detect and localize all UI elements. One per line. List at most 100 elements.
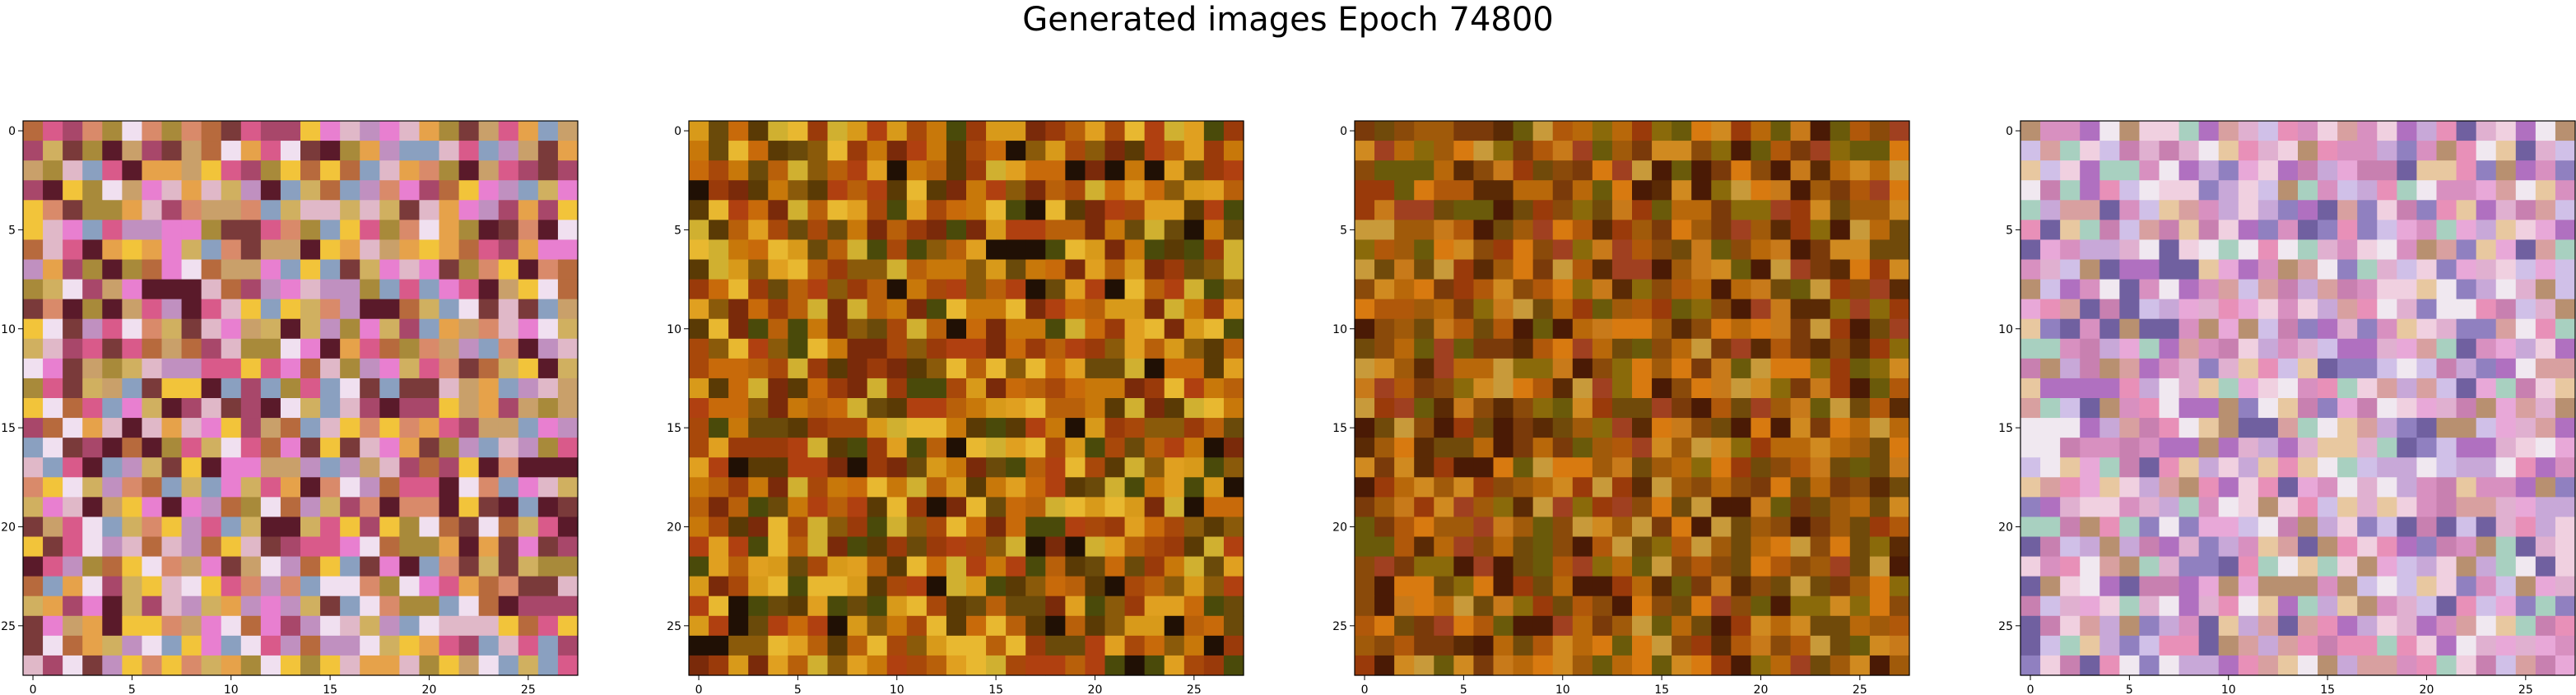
pixel-cell — [1731, 576, 1752, 597]
pixel-cell — [2337, 615, 2358, 637]
pixel-cell — [2337, 318, 2358, 340]
pixel-cell — [360, 239, 380, 261]
y-tick-label: 0 — [674, 125, 681, 138]
pixel-cell — [1006, 239, 1026, 261]
pixel-cell — [728, 635, 749, 656]
pixel-cell — [2495, 141, 2517, 161]
pixel-cell — [689, 180, 709, 201]
pixel-cell — [1025, 615, 1046, 637]
pixel-cell — [788, 141, 809, 161]
pixel-cell — [340, 180, 360, 201]
pixel-cell — [1672, 220, 1692, 241]
pixel-cell — [906, 536, 928, 558]
pixel-cell — [728, 418, 749, 438]
pixel-cell — [2476, 200, 2497, 220]
pixel-cell — [1104, 318, 1126, 340]
pixel-cell — [1453, 615, 1475, 637]
pixel-cell — [458, 398, 480, 419]
pixel-cell — [221, 338, 242, 359]
pixel-cell — [2456, 239, 2477, 261]
pixel-cell — [82, 398, 103, 419]
pixel-cell — [280, 556, 301, 577]
pixel-cell — [82, 180, 103, 201]
pixel-cell — [748, 438, 769, 458]
pixel-cell — [2298, 318, 2318, 340]
x-tick-label: 15 — [988, 683, 1003, 695]
pixel-cell — [2515, 180, 2536, 201]
pixel-cell — [1532, 615, 1554, 637]
pixel-cell — [1849, 338, 1871, 359]
pixel-cell — [280, 279, 301, 300]
pixel-cell — [1164, 615, 1185, 637]
pixel-cell — [2238, 438, 2259, 458]
pixel-cell — [1473, 299, 1495, 320]
pixel-cell — [518, 536, 539, 558]
pixel-cell — [82, 121, 103, 141]
pixel-cell — [906, 180, 928, 201]
pixel-cell — [1632, 378, 1653, 399]
pixel-cell — [518, 418, 539, 438]
pixel-cell — [2555, 121, 2576, 141]
pixel-cell — [43, 358, 63, 379]
pixel-cell — [986, 259, 1007, 280]
pixel-cell — [142, 160, 163, 181]
pixel-cell — [2099, 477, 2120, 498]
pixel-cell — [906, 239, 928, 261]
pixel-cell — [82, 517, 103, 538]
pixel-cell — [1632, 358, 1653, 379]
pixel-cell — [906, 438, 928, 458]
pixel-cell — [2139, 517, 2160, 538]
pixel-cell — [221, 438, 242, 458]
pixel-cell — [2377, 338, 2397, 359]
pixel-cell — [2397, 358, 2418, 379]
pixel-cell — [1552, 655, 1574, 676]
pixel-cell — [1473, 418, 1495, 438]
pixel-cell — [2080, 338, 2100, 359]
pixel-cell — [2535, 239, 2556, 261]
pixel-cell — [1810, 358, 1831, 379]
pixel-cell — [1810, 595, 1831, 617]
pixel-cell — [1355, 180, 1375, 201]
pixel-cell — [2456, 497, 2477, 518]
pixel-cell — [2277, 239, 2299, 261]
pixel-cell — [379, 615, 400, 637]
pixel-cell — [807, 239, 829, 261]
pixel-cell — [926, 576, 947, 597]
pixel-cell — [320, 438, 341, 458]
pixel-cell — [161, 318, 183, 340]
pixel-cell — [1164, 220, 1185, 241]
pixel-cell — [1453, 457, 1475, 478]
pixel-cell — [1592, 398, 1613, 419]
pixel-cell — [280, 180, 301, 201]
pixel-cell — [1006, 418, 1026, 438]
pixel-cell — [926, 497, 947, 518]
pixel-cell — [2495, 635, 2517, 656]
pixel-cell — [2476, 418, 2497, 438]
pixel-cell — [1731, 438, 1752, 458]
pixel-cell — [926, 398, 947, 419]
pixel-cell — [1731, 259, 1752, 280]
pixel-cell — [2139, 477, 2160, 498]
pixel-cell — [2476, 239, 2497, 261]
pixel-cell — [2178, 418, 2200, 438]
pixel-cell — [2060, 635, 2081, 656]
pixel-cell — [1672, 160, 1692, 181]
pixel-cell — [122, 121, 143, 141]
pixel-cell — [379, 418, 400, 438]
pixel-cell — [161, 457, 183, 478]
pixel-cell — [1513, 477, 1534, 498]
pixel-cell — [1434, 655, 1454, 676]
pixel-cell — [221, 398, 242, 419]
pixel-cell — [966, 615, 987, 637]
pixel-cell — [300, 635, 321, 656]
pixel-cell — [1572, 438, 1593, 458]
pixel-cell — [906, 418, 928, 438]
pixel-cell — [867, 141, 888, 161]
pixel-cell — [966, 299, 987, 320]
pixel-cell — [867, 338, 888, 359]
pixel-cell — [1183, 220, 1205, 241]
pixel-cell — [1493, 378, 1514, 399]
pixel-cell — [537, 418, 559, 438]
pixel-cell — [1065, 220, 1086, 241]
pixel-cell — [1592, 160, 1613, 181]
